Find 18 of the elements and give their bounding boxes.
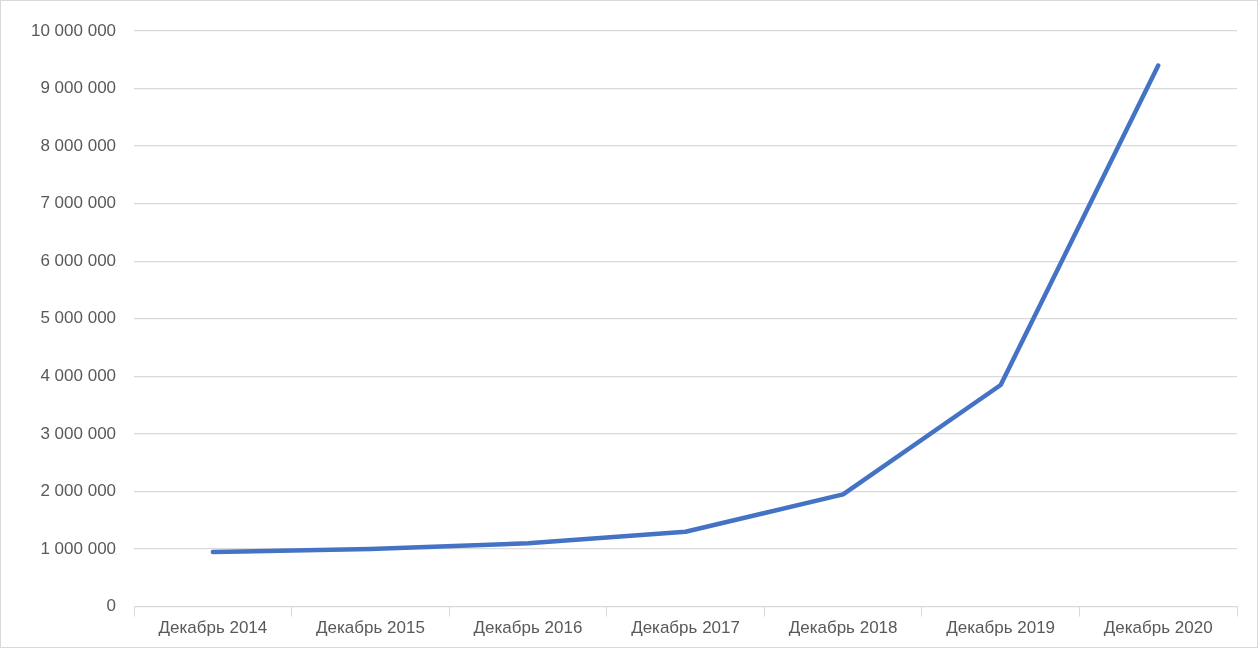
x-tick-label: Декабрь 2014	[158, 618, 268, 638]
x-tick-label: Декабрь 2016	[473, 618, 583, 638]
y-tick-label: 2 000 000	[40, 481, 117, 501]
y-tick-label: 10 000 000	[30, 20, 117, 40]
x-tick-label: Декабрь 2015	[316, 618, 425, 638]
y-tick-label: 0	[106, 596, 117, 616]
x-tick-label: Декабрь 2017	[631, 618, 740, 638]
x-tick-label: Декабрь 2020	[1103, 618, 1213, 638]
y-tick-label: 3 000 000	[40, 423, 117, 443]
y-tick-label: 8 000 000	[40, 135, 117, 155]
y-tick-label: 4 000 000	[40, 366, 117, 386]
y-tick-label: 1 000 000	[40, 538, 117, 558]
y-tick-label: 5 000 000	[40, 308, 117, 328]
y-tick-label: 9 000 000	[40, 78, 117, 98]
x-tick-label: Декабрь 2019	[946, 618, 1056, 638]
y-tick-label: 6 000 000	[40, 250, 117, 270]
x-tick-label: Декабрь 2018	[788, 618, 898, 638]
y-tick-label: 7 000 000	[40, 193, 117, 213]
